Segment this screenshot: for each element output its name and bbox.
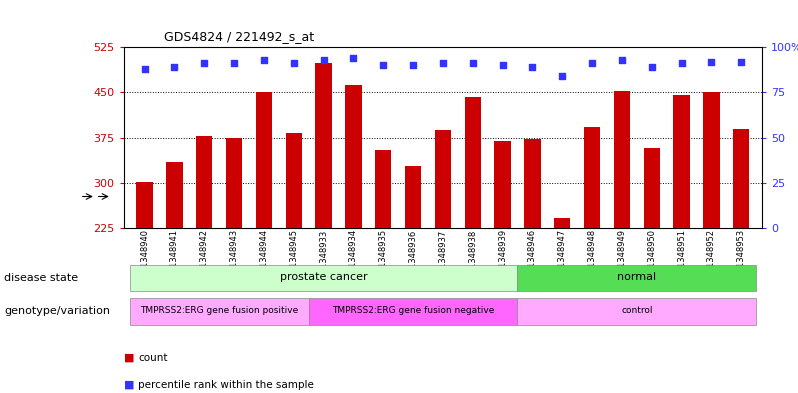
Bar — [517, 298, 757, 325]
Point — [526, 64, 539, 70]
Text: disease state: disease state — [4, 273, 78, 283]
Text: TMPRSS2:ERG gene fusion positive: TMPRSS2:ERG gene fusion positive — [140, 307, 298, 315]
Bar — [255, 92, 272, 228]
Bar — [405, 166, 421, 228]
Text: genotype/variation: genotype/variation — [4, 307, 110, 316]
Bar — [517, 265, 757, 291]
Text: percentile rank within the sample: percentile rank within the sample — [138, 380, 314, 390]
Point — [377, 62, 389, 68]
Bar — [226, 138, 243, 228]
Bar — [554, 218, 571, 228]
Point — [168, 64, 181, 70]
Text: ■: ■ — [124, 380, 138, 390]
Point — [646, 64, 658, 70]
Point — [407, 62, 420, 68]
Bar — [286, 133, 302, 228]
Bar — [435, 130, 451, 228]
Bar — [674, 95, 689, 228]
Bar — [584, 127, 600, 228]
Text: prostate cancer: prostate cancer — [280, 272, 367, 283]
Text: count: count — [138, 353, 168, 363]
Point — [287, 60, 300, 66]
Point — [317, 57, 330, 63]
Bar — [346, 85, 361, 228]
Bar — [129, 265, 517, 291]
Point — [705, 59, 717, 65]
Text: normal: normal — [617, 272, 657, 283]
Point — [138, 66, 151, 72]
Bar — [614, 91, 630, 228]
Point — [198, 60, 211, 66]
Text: control: control — [621, 307, 653, 315]
Bar — [524, 140, 540, 228]
Bar — [643, 148, 660, 228]
Point — [556, 73, 569, 79]
Point — [615, 57, 628, 63]
Bar — [494, 141, 511, 228]
Bar — [166, 162, 183, 228]
Point — [258, 57, 271, 63]
Bar — [375, 150, 392, 228]
Point — [586, 60, 598, 66]
Bar — [309, 298, 517, 325]
Point — [675, 60, 688, 66]
Point — [437, 60, 449, 66]
Point — [735, 59, 748, 65]
Point — [496, 62, 509, 68]
Point — [227, 60, 240, 66]
Text: TMPRSS2:ERG gene fusion negative: TMPRSS2:ERG gene fusion negative — [332, 307, 494, 315]
Bar — [315, 63, 332, 228]
Bar — [129, 298, 309, 325]
Text: ■: ■ — [124, 353, 138, 363]
Bar — [136, 182, 152, 228]
Bar — [733, 129, 749, 228]
Bar — [464, 97, 481, 228]
Bar — [703, 92, 720, 228]
Text: GDS4824 / 221492_s_at: GDS4824 / 221492_s_at — [164, 30, 314, 43]
Point — [466, 60, 479, 66]
Bar — [196, 136, 212, 228]
Point — [347, 55, 360, 61]
